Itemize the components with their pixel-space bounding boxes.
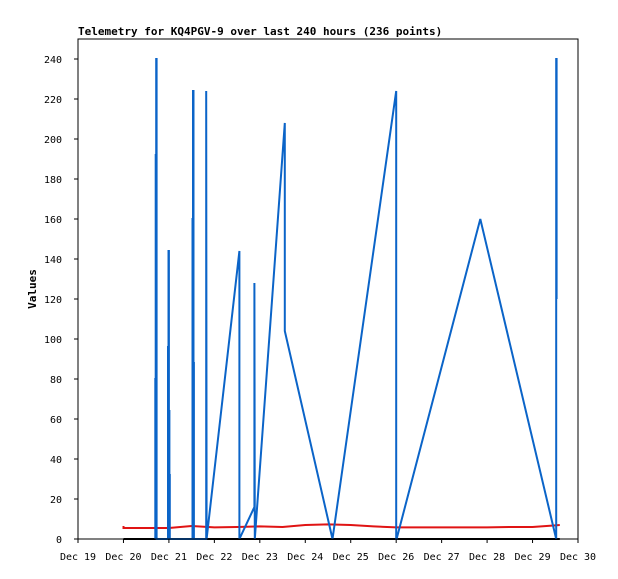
y-tick-label: 200 xyxy=(44,135,62,146)
y-tick-label: 100 xyxy=(44,335,62,346)
y-axis-label: Values xyxy=(26,269,39,309)
x-tick-label: Dec 24 xyxy=(287,552,323,563)
series2-line xyxy=(122,523,560,529)
series-layer xyxy=(122,58,560,540)
x-tick-label: Dec 23 xyxy=(242,552,278,563)
y-tick-label: 140 xyxy=(44,255,62,266)
x-tick-label: Dec 28 xyxy=(469,552,505,563)
chart-title: Telemetry for KQ4PGV-9 over last 240 hou… xyxy=(78,25,442,38)
x-tick-label: Dec 25 xyxy=(333,552,369,563)
y-tick-label: 80 xyxy=(50,375,62,386)
y-tick-label: 20 xyxy=(50,495,62,506)
y-tick-label: 160 xyxy=(44,215,62,226)
plot-frame xyxy=(77,38,579,540)
x-tick-label: Dec 19 xyxy=(60,552,96,563)
x-axis: Dec 19 Dec 20 Dec 21 Dec 22 Dec 23 Dec 24 Dec … xyxy=(60,539,596,563)
y-axis: 0 20 40 60 80 100 120 140 160 180 200 220 240 xyxy=(44,55,78,546)
x-tick-label: Dec 29 xyxy=(514,552,550,563)
y-tick-label: 240 xyxy=(44,55,62,66)
y-tick-label: 220 xyxy=(44,95,62,106)
x-tick-label: Dec 20 xyxy=(105,552,141,563)
x-tick-label: Dec 27 xyxy=(424,552,460,563)
x-tick-label: Dec 22 xyxy=(196,552,232,563)
y-tick-label: 180 xyxy=(44,175,62,186)
series1-line xyxy=(154,58,558,540)
x-tick-label: Dec 21 xyxy=(151,552,187,563)
x-tick-label: Dec 26 xyxy=(378,552,414,563)
y-tick-label: 120 xyxy=(44,295,62,306)
y-tick-label: 60 xyxy=(50,415,62,426)
y-tick-label: 0 xyxy=(56,535,62,546)
y-tick-label: 40 xyxy=(50,455,62,466)
x-tick-label: Dec 30 xyxy=(560,552,596,563)
